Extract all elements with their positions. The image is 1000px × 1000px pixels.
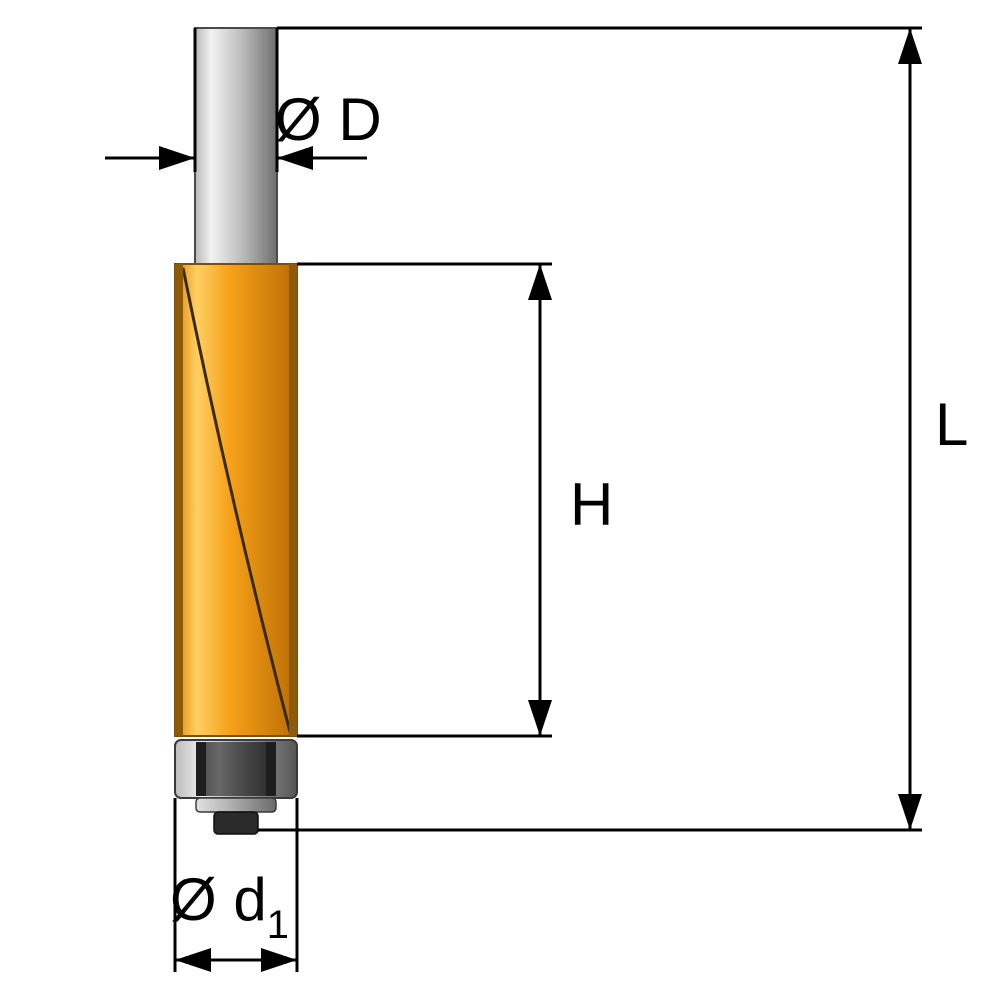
label-d1-prefix: Ø d xyxy=(170,866,267,933)
label-d1-sub: 1 xyxy=(267,903,289,947)
label-D: Ø D xyxy=(275,86,382,153)
router-bit-cutter xyxy=(175,264,297,736)
label-L: L xyxy=(935,391,968,458)
label-H: H xyxy=(570,471,613,538)
router-bit-shank xyxy=(195,28,277,264)
label-d1: Ø d1 xyxy=(170,866,289,947)
router-bit-dimension-diagram: Ø D L H Ø d1 xyxy=(0,0,1000,1000)
router-bit-bearing xyxy=(175,740,297,834)
dimension-H: H xyxy=(297,264,613,736)
